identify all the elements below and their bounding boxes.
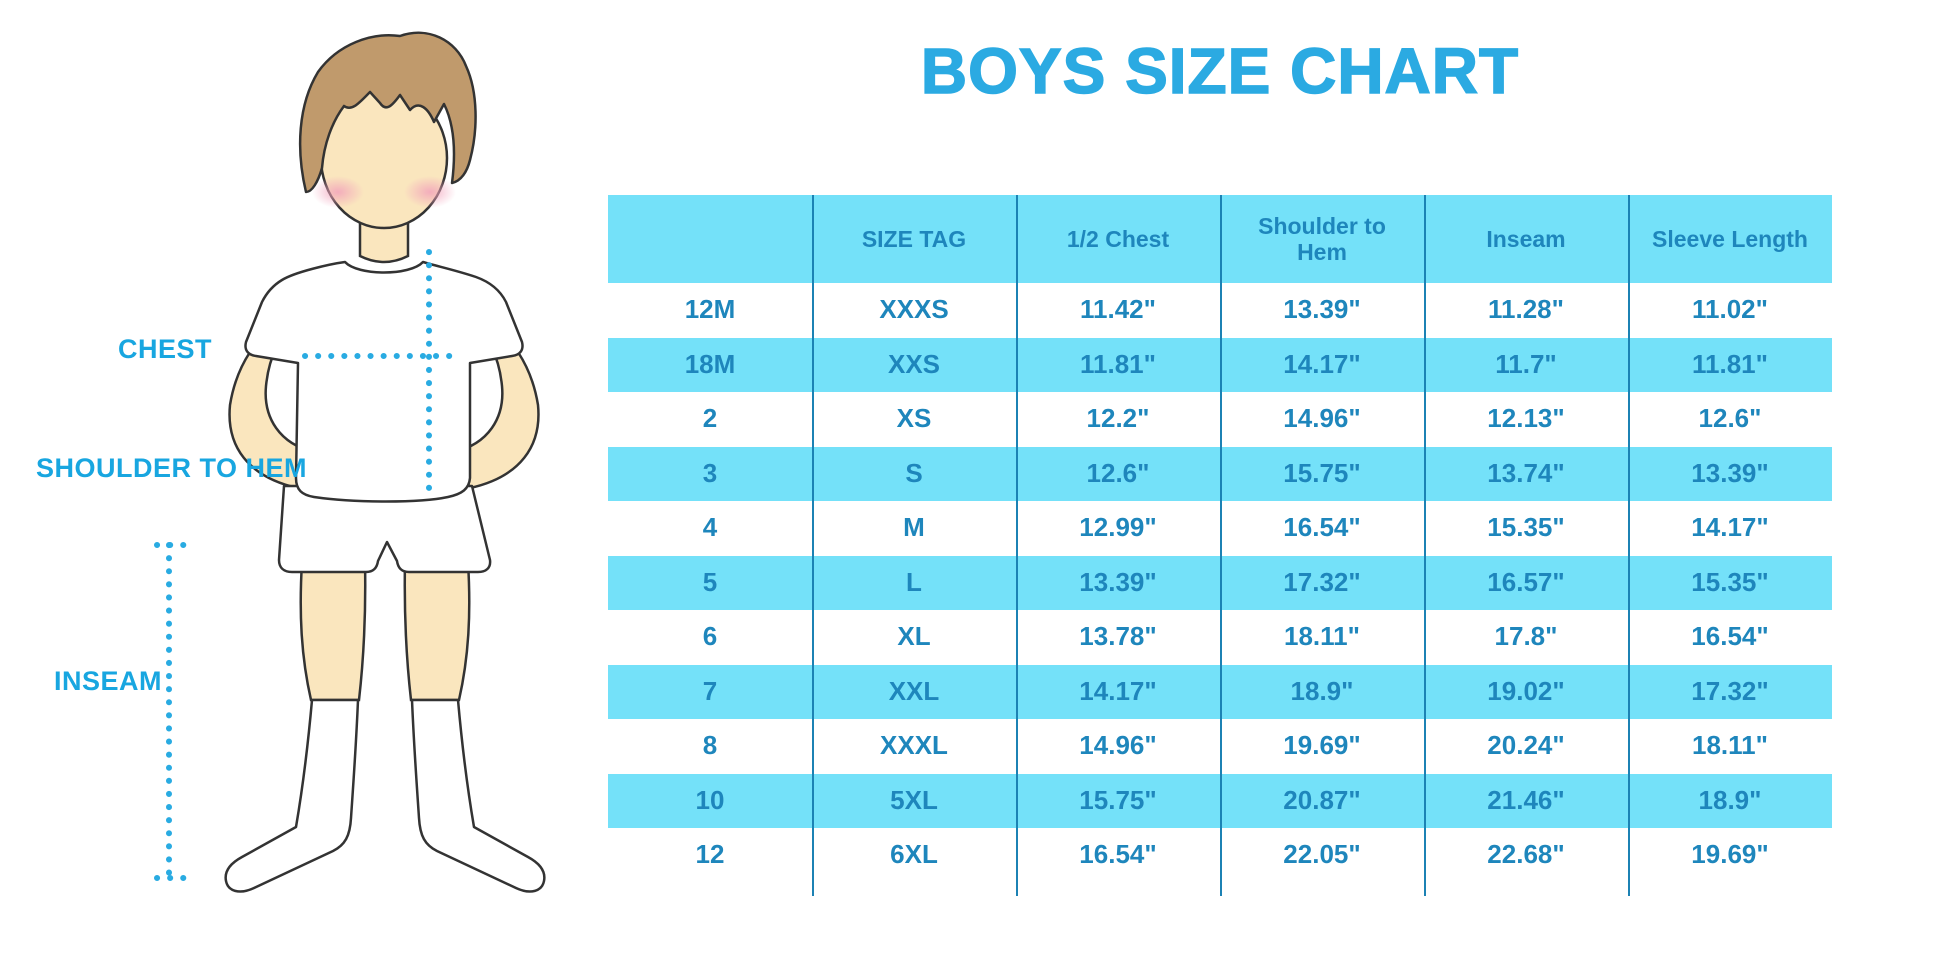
shoulder-to-hem-label: SHOULDER TO HEM [36, 453, 308, 483]
table-cell: 7 [702, 675, 718, 706]
table-cell: 18M [684, 348, 736, 379]
table-cell: 13.39" [1283, 294, 1361, 325]
table-cell: 2 [702, 403, 718, 434]
page-title: BOYS SIZE CHART [920, 34, 1520, 108]
table-cell: XXXL [880, 730, 948, 761]
table-cell: XXL [888, 675, 940, 706]
table-cell: 4 [702, 512, 718, 543]
column-separator [812, 195, 814, 896]
inseam-label: INSEAM [54, 666, 163, 696]
table-cell: 10 [695, 784, 725, 815]
table-cell: 18.11" [1284, 621, 1360, 652]
boy-right-sock [410, 698, 546, 893]
column-separator [1628, 195, 1630, 896]
table-cell: 12.6" [1698, 403, 1762, 434]
table-cell: 17.32" [1691, 675, 1769, 706]
boy-right-leg [403, 560, 471, 702]
table-cell: 20.87" [1283, 784, 1361, 815]
table-cell: 12 [695, 839, 725, 870]
boy-left-sock [224, 698, 360, 893]
table-cell: XXS [887, 348, 941, 379]
boy-left-leg [299, 560, 367, 702]
table-cell: 15.35" [1691, 566, 1769, 597]
table-cell: 11.28" [1488, 294, 1564, 325]
table-cell: 8 [702, 730, 718, 761]
table-cell: 15.75" [1283, 457, 1361, 488]
table-cell: S [905, 457, 923, 488]
table-cell: 15.75" [1079, 784, 1157, 815]
table-cell: 11.81" [1692, 348, 1768, 379]
table-cell: 22.05" [1283, 839, 1361, 870]
table-cell: 16.54" [1283, 512, 1361, 543]
table-cell: 3 [702, 457, 718, 488]
table-cell: 13.39" [1691, 457, 1769, 488]
table-cell: M [903, 512, 925, 543]
table-cell: 17.8" [1494, 621, 1558, 652]
table-header-cell [608, 195, 812, 283]
table-cell: 18.11" [1692, 730, 1768, 761]
column-separator [1424, 195, 1426, 896]
table-cell: 14.17" [1079, 675, 1157, 706]
table-cell: 18.9" [1698, 784, 1762, 815]
table-header-cell: Inseam [1486, 225, 1566, 252]
column-separator [1016, 195, 1018, 896]
table-cell: 11.02" [1692, 294, 1768, 325]
table-cell: 16.54" [1079, 839, 1157, 870]
column-separator [1220, 195, 1222, 896]
table-cell: 19.69" [1283, 730, 1361, 761]
table-cell: 15.35" [1487, 512, 1565, 543]
boy-right-cheek [404, 176, 456, 208]
table-cell: XS [896, 403, 932, 434]
table-cell: 12M [684, 294, 736, 325]
table-cell: 19.69" [1691, 839, 1769, 870]
table-cell: 12.13" [1487, 403, 1565, 434]
table-cell: 6 [702, 621, 718, 652]
table-cell: 14.96" [1079, 730, 1157, 761]
table-header-cell: SIZE TAG [861, 225, 967, 252]
boy-shorts [277, 484, 492, 574]
table-cell: 5XL [890, 784, 938, 815]
table-cell: 20.24" [1487, 730, 1565, 761]
table-cell: 18.9" [1290, 675, 1354, 706]
table-cell: 12.2" [1086, 403, 1150, 434]
table-header-cell: Shoulder to Hem [1258, 212, 1386, 265]
table-cell: 12.99" [1079, 512, 1157, 543]
table-cell: 22.68" [1487, 839, 1565, 870]
table-cell: 14.96" [1283, 403, 1361, 434]
table-cell: 14.17" [1691, 512, 1769, 543]
table-cell: 6XL [890, 839, 938, 870]
table-header-cell: Sleeve Length [1652, 225, 1808, 252]
chest-label: CHEST [118, 334, 213, 364]
boy-hair [298, 31, 477, 194]
table-cell: 12.6" [1086, 457, 1150, 488]
size-table: SIZE TAG 1/2 Chest Shoulder to Hem Insea… [608, 195, 1832, 896]
table-cell: 5 [702, 566, 718, 597]
table-cell: 16.57" [1487, 566, 1565, 597]
table-cell: L [906, 566, 922, 597]
table-cell: 13.74" [1487, 457, 1565, 488]
table-cell: XXXS [879, 294, 949, 325]
table-cell: 11.42" [1080, 294, 1156, 325]
table-cell: XL [897, 621, 931, 652]
table-header-cell: 1/2 Chest [1066, 225, 1170, 252]
table-cell: 14.17" [1283, 348, 1361, 379]
boy-illustration [154, 31, 546, 893]
table-cell: 19.02" [1487, 675, 1565, 706]
table-cell: 16.54" [1691, 621, 1769, 652]
table-cell: 17.32" [1283, 566, 1361, 597]
table-cell: 13.39" [1079, 566, 1157, 597]
table-cell: 21.46" [1487, 784, 1565, 815]
table-cell: 11.81" [1080, 348, 1156, 379]
boy-left-cheek [312, 176, 364, 208]
boy-tshirt [244, 260, 524, 503]
table-cell: 11.7" [1495, 348, 1557, 379]
table-cell: 13.78" [1079, 621, 1157, 652]
